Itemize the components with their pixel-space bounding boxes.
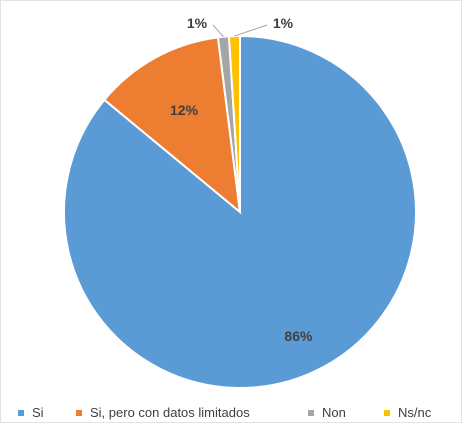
- legend-swatch-si: [18, 409, 24, 416]
- label-si: 86%: [284, 328, 313, 344]
- legend: Si Si, pero con datos limitados Non Ns/n…: [1, 405, 462, 423]
- label-si-limited: 12%: [170, 102, 199, 118]
- label-non: 1%: [187, 15, 208, 31]
- slice-si: [63, 34, 417, 389]
- slice-si-limited: [102, 36, 242, 215]
- legend-label-nsnc: Ns/nc: [398, 405, 432, 420]
- legend-item-si-limited: Si, pero con datos limitados: [76, 405, 250, 420]
- label-nsnc: 1%: [273, 15, 294, 31]
- leader-line-non: [212, 24, 224, 38]
- legend-swatch-nsnc: [384, 409, 390, 416]
- leader-line-nsnc: [234, 24, 268, 37]
- pie-chart: 86% 12% 1% 1%: [63, 15, 417, 389]
- legend-item-si: Si: [18, 405, 44, 420]
- legend-swatch-si-limited: [76, 409, 82, 416]
- legend-swatch-non: [308, 409, 314, 416]
- legend-item-nsnc: Ns/nc: [384, 405, 431, 420]
- legend-item-non: Non: [308, 405, 346, 420]
- legend-label-si: Si: [32, 405, 44, 420]
- legend-label-si-limited: Si, pero con datos limitados: [90, 405, 250, 420]
- legend-label-non: Non: [322, 405, 346, 420]
